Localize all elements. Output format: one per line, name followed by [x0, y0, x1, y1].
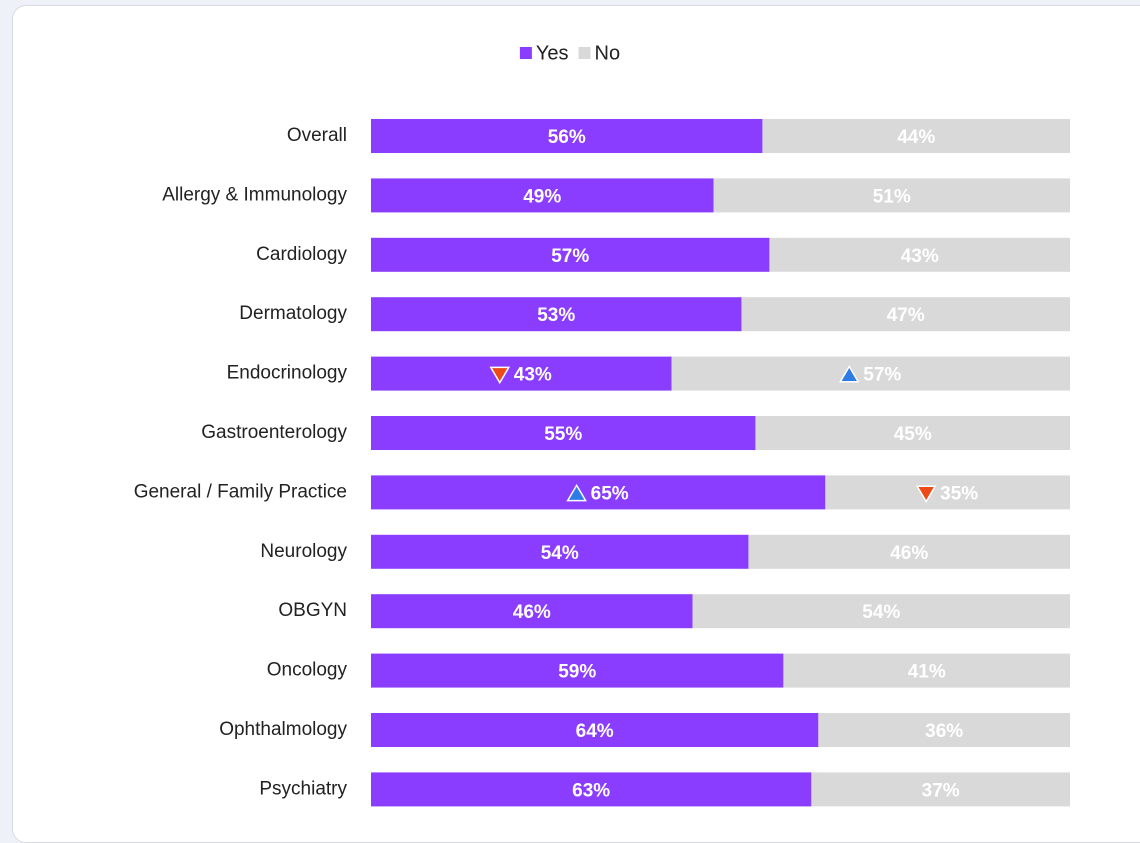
- bar-segment: [371, 653, 784, 688]
- bar-segment: [755, 416, 1070, 450]
- category-label: Cardiology: [256, 244, 347, 265]
- bar-segment: [371, 534, 749, 569]
- legend-label: No: [595, 42, 621, 64]
- bar-segment: [692, 594, 1070, 629]
- value-label: 55%: [544, 424, 582, 445]
- value-label: 64%: [576, 721, 614, 742]
- value-label: 46%: [890, 543, 928, 564]
- bar-segment: [762, 119, 1070, 153]
- value-label: 37%: [922, 780, 960, 801]
- bar-segment: [371, 772, 812, 807]
- value-label: 59%: [558, 662, 596, 683]
- category-label: Overall: [287, 125, 347, 146]
- value-label: 43%: [514, 365, 552, 386]
- category-label: Allergy & Immunology: [162, 184, 347, 205]
- value-label: 35%: [940, 483, 978, 504]
- value-label: 53%: [537, 305, 575, 326]
- value-label: 63%: [572, 780, 610, 801]
- value-label: 43%: [901, 246, 939, 267]
- bar-segment: [371, 119, 763, 153]
- bar-segment: [713, 178, 1070, 213]
- category-label: Endocrinology: [227, 363, 348, 384]
- bar-segment: [741, 297, 1070, 332]
- category-label: Oncology: [267, 660, 348, 681]
- category-label: Gastroenterology: [201, 422, 347, 443]
- value-label: 57%: [551, 246, 589, 267]
- bar-segment: [769, 237, 1070, 272]
- value-label: 45%: [894, 424, 932, 445]
- bar-segment: [748, 534, 1070, 569]
- significance-marker: [489, 366, 511, 385]
- bar-segment: [371, 178, 714, 213]
- bar-segment: [825, 475, 1070, 510]
- category-label: Psychiatry: [259, 778, 347, 799]
- value-label: 46%: [513, 602, 551, 623]
- value-label: 44%: [897, 127, 935, 148]
- significance-marker: [566, 483, 587, 502]
- bar-segment: [671, 356, 1070, 391]
- value-label: 47%: [887, 305, 925, 326]
- legend-swatch: [519, 47, 532, 59]
- value-label: 51%: [873, 186, 911, 207]
- bar-segment: [783, 653, 1070, 688]
- category-label: Ophthalmology: [219, 719, 347, 740]
- category-label: Neurology: [260, 541, 347, 562]
- bar-segment: [371, 416, 756, 450]
- bar-segment: [818, 713, 1070, 747]
- bar-segment: [371, 475, 826, 510]
- value-label: 54%: [862, 602, 900, 623]
- bar-segment: [371, 713, 819, 747]
- value-label: 54%: [541, 543, 579, 564]
- value-label: 49%: [523, 186, 561, 207]
- significance-marker: [915, 485, 937, 503]
- value-label: 57%: [863, 365, 901, 386]
- legend-swatch: [578, 47, 591, 59]
- bar-segment: [371, 594, 693, 629]
- value-label: 36%: [925, 721, 963, 742]
- bar-segment: [371, 237, 770, 272]
- category-label: General / Family Practice: [134, 481, 347, 502]
- value-label: 41%: [908, 662, 946, 683]
- value-label: 56%: [548, 127, 586, 148]
- bar-segment: [371, 356, 672, 391]
- legend-label: Yes: [536, 42, 569, 64]
- significance-marker: [838, 365, 860, 383]
- value-label: 65%: [591, 483, 629, 504]
- bar-segment: [371, 297, 742, 332]
- category-label: Dermatology: [239, 303, 347, 324]
- bar-segment: [811, 772, 1070, 807]
- category-label: OBGYN: [278, 600, 347, 621]
